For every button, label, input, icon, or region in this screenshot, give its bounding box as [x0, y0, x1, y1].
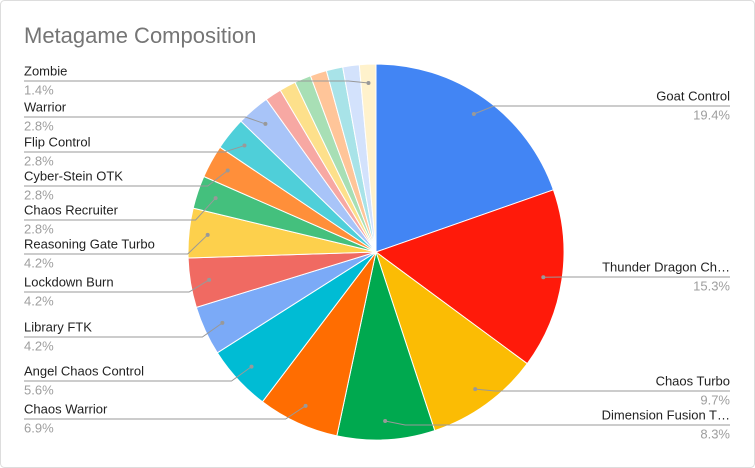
pie-slice [374, 189, 565, 365]
slice-label: Angel Chaos Control [24, 363, 144, 378]
leader-line [24, 405, 306, 420]
slice-label: Thunder Dragon Ch… [602, 259, 730, 274]
slice-label: Lockdown Burn [24, 274, 114, 289]
pie-slice [358, 63, 377, 253]
leader-dot [383, 418, 388, 423]
slice-value: 4.2% [24, 255, 54, 270]
leader-dot [207, 277, 212, 282]
slice-value: 8.3% [700, 426, 730, 441]
pie-slice [375, 250, 528, 432]
leader-line [473, 105, 730, 115]
slice-value: 2.8% [24, 187, 54, 202]
slice-value: 9.7% [700, 392, 730, 407]
leader-dot [249, 364, 254, 369]
leader-line [24, 366, 252, 382]
slice-value: 15.3% [693, 278, 730, 293]
leader-dot [473, 387, 478, 392]
slice-label: Chaos Recruiter [24, 202, 119, 217]
leader-line [24, 322, 223, 338]
slice-label: Reasoning Gate Turbo [24, 236, 155, 251]
slice-label: Library FTK [24, 319, 92, 334]
slice-value: 4.2% [24, 338, 54, 353]
leader-dot [220, 320, 225, 325]
leader-line [475, 388, 730, 392]
leader-line [24, 197, 216, 221]
slice-label: Goat Control [656, 88, 730, 103]
slice-value: 5.6% [24, 382, 54, 397]
slice-label: Chaos Warrior [24, 401, 108, 416]
chart-title: Metagame Composition [24, 23, 256, 48]
leader-dot [205, 232, 210, 237]
slice-label: Flip Control [24, 134, 91, 149]
leader-line [385, 420, 730, 426]
slice-label: Warrior [24, 99, 67, 114]
leader-dot [471, 111, 476, 116]
slice-label: Dimension Fusion T… [602, 407, 730, 422]
leader-dot [303, 403, 308, 408]
leader-dot [541, 275, 546, 280]
leader-line [24, 234, 209, 255]
slice-value: 2.8% [24, 118, 54, 133]
leader-line [24, 170, 229, 187]
leader-line [24, 145, 245, 153]
pie-slice [336, 250, 436, 441]
leader-line [24, 80, 369, 84]
slice-value: 4.2% [24, 293, 54, 308]
slice-value: 2.8% [24, 221, 54, 236]
slice-value: 6.9% [24, 420, 54, 435]
leader-dot [242, 143, 247, 148]
slice-value: 1.4% [24, 82, 54, 97]
leader-dot [263, 121, 268, 126]
slice-label: Zombie [24, 63, 67, 78]
slice-value: 2.8% [24, 153, 54, 168]
leader-line [24, 116, 266, 125]
leader-dot [225, 168, 230, 173]
leader-line [24, 279, 210, 293]
slice-label: Chaos Turbo [656, 373, 730, 388]
slice-value: 19.4% [693, 107, 730, 122]
leader-dot [366, 80, 371, 85]
slice-label: Cyber-Stein OTK [24, 168, 123, 183]
leader-dot [213, 196, 218, 201]
